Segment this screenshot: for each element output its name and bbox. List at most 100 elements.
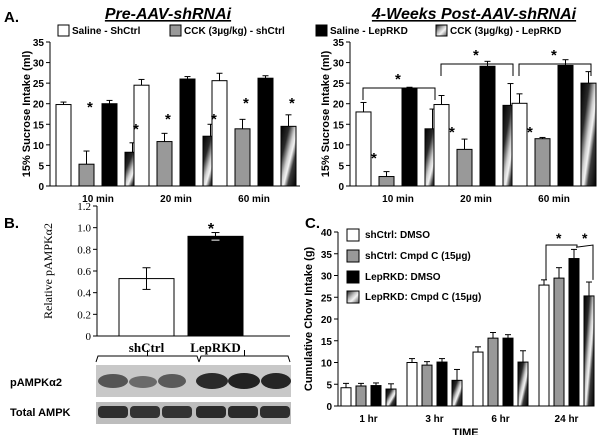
x-tick-label: 20 min xyxy=(160,194,192,205)
y-tick-label: 5 xyxy=(326,380,332,391)
x-tick-label: 3 hr xyxy=(425,414,443,425)
blot-label-total-ampk: Total AMPK xyxy=(10,407,71,419)
blot-band xyxy=(261,373,291,389)
chart-panel-b: 0 0.2 0.4 0.6 0.8 1.0 1.2 Relative pAMPKα2 shCtr… xyxy=(41,201,290,355)
panel-c-legend: shCtrl: DMSO shCtrl: Cmpd C (15µg) LepRK… xyxy=(346,228,481,304)
bar xyxy=(517,361,529,407)
legend-c-label-shctrl-dmso: shCtrl: DMSO xyxy=(365,230,430,241)
bar xyxy=(557,64,574,187)
bar xyxy=(55,104,72,187)
y-tick-label: 10 xyxy=(321,359,333,370)
blot-band xyxy=(196,373,228,389)
blot-band xyxy=(130,406,160,418)
panel-a-left-title: Pre-AAV-shRNAi xyxy=(105,6,232,23)
blot-bracket-leprkd xyxy=(198,350,291,363)
y-tick-label: 15 xyxy=(321,337,333,348)
significance-bracket xyxy=(545,244,578,280)
y-tick-label: 0 xyxy=(86,331,92,343)
significance-star: * xyxy=(551,47,557,64)
y-tick-label: 0.8 xyxy=(77,244,91,256)
y-tick-label: 30 xyxy=(321,272,333,283)
y-tick-label: 10 xyxy=(33,141,45,152)
significance-star: * xyxy=(87,99,93,116)
blot-band xyxy=(260,406,290,418)
bar xyxy=(479,65,496,187)
bar xyxy=(355,111,372,187)
chart-panel-c: 0 5 10 15 20 25 30 35 40 Cumulative Chow Intake (… xyxy=(303,228,595,435)
y-tick-label: 0 xyxy=(338,182,344,193)
bar xyxy=(187,235,244,337)
y-tick-label: 25 xyxy=(333,79,345,90)
blot-band xyxy=(98,374,128,388)
legend-c-swatch-shctrl-dmso xyxy=(346,228,360,242)
significance-star: * xyxy=(211,111,217,128)
bar xyxy=(340,387,352,407)
x-axis-label: TIME xyxy=(452,427,478,435)
significance-bracket xyxy=(575,244,594,280)
significance-star: * xyxy=(289,95,295,112)
legend-label-cck-leprkd: CCK (3µg/kg) - LepRKD xyxy=(450,26,561,37)
bar xyxy=(101,103,118,187)
y-tick-label: 0 xyxy=(326,402,332,413)
y-axis-label: 15% Sucrose Intake (ml) xyxy=(320,50,332,177)
legend-label-saline-shctrl: Saline - ShCtrl xyxy=(72,26,141,37)
bar xyxy=(451,379,463,407)
legend-swatch-cck-leprkd xyxy=(435,24,448,37)
significance-bracket xyxy=(518,63,592,76)
x-tick-label: 60 min xyxy=(538,194,570,205)
y-tick-label: 25 xyxy=(321,293,333,304)
y-tick-label: 10 xyxy=(333,141,345,152)
y-tick-label: 20 xyxy=(333,100,345,111)
panel-label-c: C. xyxy=(305,215,320,232)
y-tick-label: 35 xyxy=(33,38,45,49)
x-tick-label: 10 min xyxy=(382,194,414,205)
significance-bracket xyxy=(362,87,436,100)
blot-band xyxy=(228,373,260,389)
y-tick-label: 40 xyxy=(321,228,333,239)
bar xyxy=(280,125,297,187)
legend-label-saline-leprkd: Saline - LepRKD xyxy=(330,26,408,37)
blot-label-pampk: pAMPKα2 xyxy=(10,377,62,389)
significance-star: * xyxy=(473,47,479,64)
bar xyxy=(456,148,473,187)
y-tick-label: 30 xyxy=(33,59,45,70)
bar xyxy=(553,277,565,407)
y-tick-label: 15 xyxy=(333,120,345,131)
bar xyxy=(385,388,397,407)
legend-swatch-saline-shctrl xyxy=(57,24,70,37)
y-tick-label: 20 xyxy=(321,315,333,326)
legend-c-label-leprkd-dmso: LepRKD: DMSO xyxy=(365,272,441,283)
significance-star: * xyxy=(527,124,533,141)
bar xyxy=(538,284,550,407)
y-tick-label: 20 xyxy=(33,100,45,111)
bar xyxy=(406,362,418,407)
bar xyxy=(583,295,595,407)
bar xyxy=(472,351,484,407)
significance-star: * xyxy=(243,95,249,112)
y-tick-label: 5 xyxy=(38,161,44,172)
bar xyxy=(179,78,196,187)
blot-band xyxy=(158,374,186,388)
significance-star: * xyxy=(582,230,588,246)
x-tick-label: 6 hr xyxy=(491,414,509,425)
bar xyxy=(580,82,597,187)
y-axis-label: Cumulative Chow Intake (g) xyxy=(303,247,315,392)
legend-c-label-leprkd-cmpdc: LepRKD: Cmpd C (15µg) xyxy=(365,292,481,303)
bar xyxy=(378,176,395,187)
bar xyxy=(370,385,382,407)
bar xyxy=(156,141,173,187)
x-tick-label: 1 hr xyxy=(359,414,377,425)
bar xyxy=(511,102,528,187)
y-tick-label: 0.4 xyxy=(77,288,91,300)
blot-band xyxy=(162,406,192,418)
legend-swatch-cck-shctrl xyxy=(169,24,182,37)
x-tick-label: shCtrl xyxy=(129,340,165,355)
y-tick-label: 5 xyxy=(338,161,344,172)
blot-band xyxy=(129,376,157,388)
bar xyxy=(355,385,367,407)
legend-swatch-saline-leprkd xyxy=(315,24,328,37)
bar xyxy=(211,80,228,187)
y-tick-label: 0.6 xyxy=(77,266,91,278)
